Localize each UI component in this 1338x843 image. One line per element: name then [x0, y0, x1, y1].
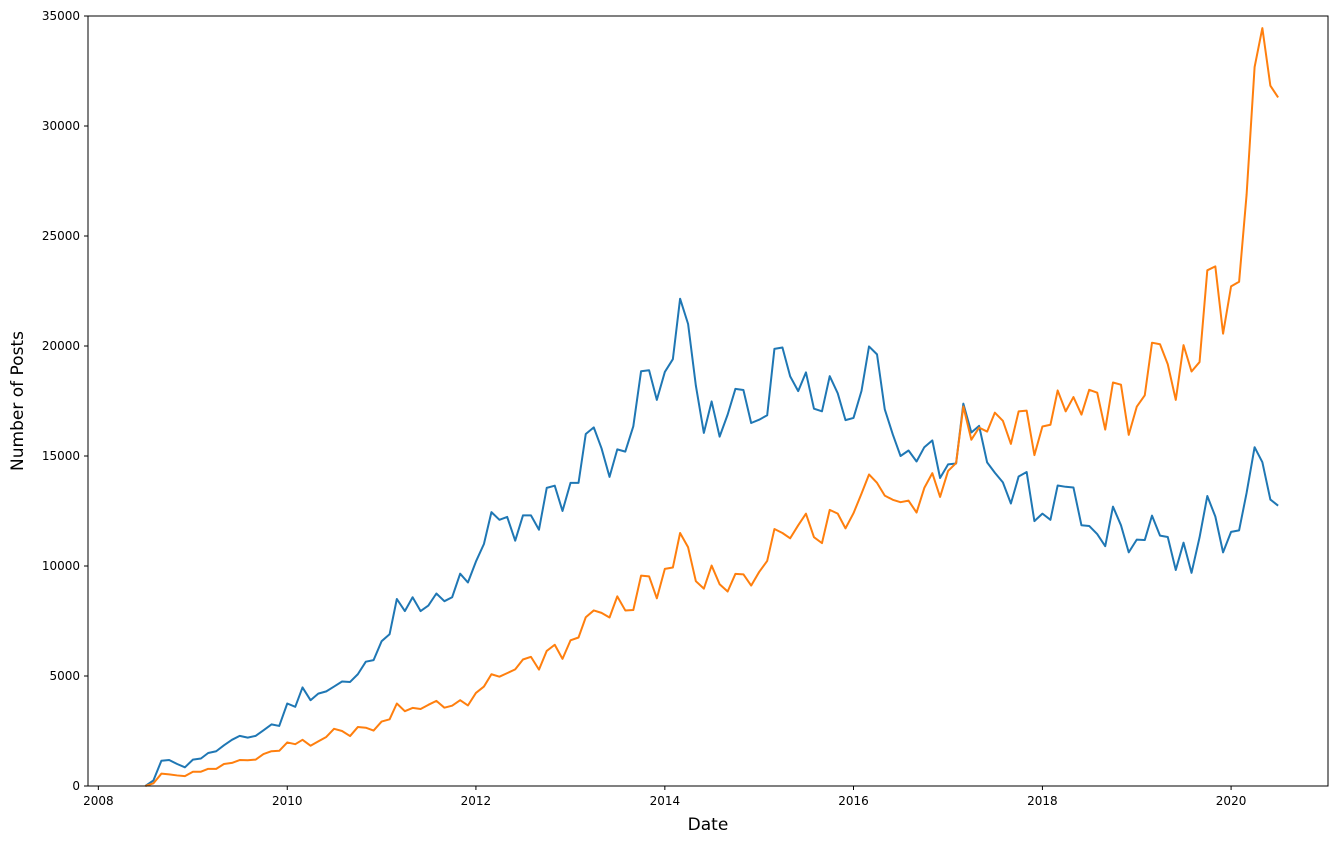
y-tick-label: 35000	[42, 9, 80, 23]
x-tick-label: 2018	[1027, 794, 1058, 808]
y-axis-title: Number of Posts	[8, 331, 28, 471]
x-tick-label: 2008	[83, 794, 114, 808]
plot-area-frame	[87, 15, 1329, 787]
y-tick-label: 30000	[42, 119, 80, 133]
series-line-1	[144, 297, 1279, 787]
y-tick-label: 5000	[49, 669, 80, 683]
y-axis-ticks: 0 5000 10000 15000 20000 25000 30000 35000	[42, 9, 88, 793]
y-tick-label: 25000	[42, 229, 80, 243]
x-tick-label: 2016	[838, 794, 869, 808]
x-tick-label: 2012	[461, 794, 492, 808]
x-axis-title: Date	[688, 815, 729, 835]
series-layer	[144, 27, 1279, 787]
x-tick-label: 2014	[650, 794, 681, 808]
y-tick-label: 0	[72, 779, 80, 793]
y-tick-label: 20000	[42, 339, 80, 353]
y-tick-label: 10000	[42, 559, 80, 573]
series-line-2	[145, 27, 1279, 787]
x-tick-label: 2010	[272, 794, 303, 808]
x-tick-label: 2020	[1216, 794, 1247, 808]
x-axis-ticks: 2008 2010 2012 2014 2016 2018 2020	[83, 786, 1246, 808]
y-tick-label: 15000	[42, 449, 80, 463]
